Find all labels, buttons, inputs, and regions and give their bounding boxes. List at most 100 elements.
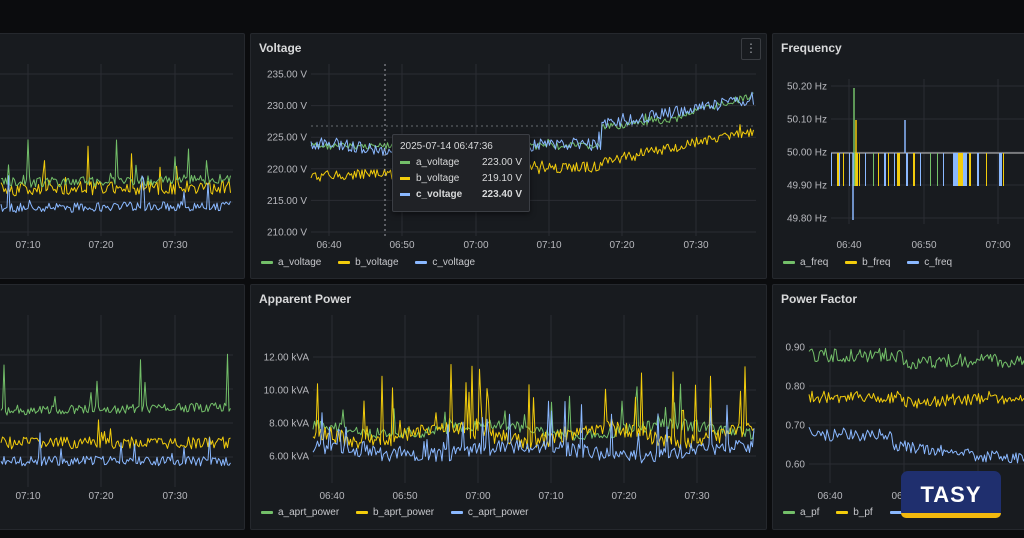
frequency-bar	[1003, 153, 1004, 186]
frequency-bar	[937, 153, 938, 186]
x-tick-label: 07:20	[88, 491, 113, 502]
legend-item-a-freq[interactable]: a_freq	[783, 257, 828, 268]
a-series	[0, 353, 231, 416]
frequency-bar	[873, 153, 874, 186]
frequency-bar	[999, 153, 1002, 186]
brand-logo: TASY	[901, 471, 1001, 518]
y-tick-label: 49.80 Hz	[787, 214, 827, 225]
frequency-bar	[963, 153, 967, 186]
legend-item-b-pf[interactable]: b_pf	[836, 507, 873, 518]
frequency-bar	[958, 153, 963, 186]
x-tick-label: 06:50	[389, 240, 414, 251]
c-series	[0, 175, 231, 213]
legend-item-b-aprt-power[interactable]: b_aprt_power	[355, 507, 434, 518]
frequency-bar	[986, 153, 987, 186]
tooltip-row-b: b_voltage 219.10 V	[400, 173, 522, 186]
x-tick-label: 07:10	[538, 491, 563, 502]
panel-title: Frequency	[781, 41, 842, 55]
x-tick-label: 07:30	[162, 240, 187, 251]
y-tick-label: 49.90 Hz	[787, 181, 827, 192]
legend-item-c-freq[interactable]: c_freq	[907, 257, 952, 268]
c-voltage-series	[310, 91, 754, 163]
panel-frequency[interactable]: Frequency 50.20 Hz 50.10 Hz 50.00 Hz 49.90 …	[772, 33, 1024, 279]
tooltip-time: 2025-07-14 06:47:36	[400, 141, 493, 152]
panel-left-bottom-partial[interactable]: 07:10 07:20 07:30	[0, 284, 245, 530]
y-tick-label: 50.20 Hz	[787, 82, 827, 93]
x-tick-label: 06:50	[911, 240, 936, 251]
legend-item-b-freq[interactable]: b_freq	[845, 257, 891, 268]
panel-title: Apparent Power	[259, 292, 352, 306]
frequency-bar	[953, 153, 958, 186]
b-aprt-power-series	[312, 364, 755, 450]
x-tick-label: 07:10	[15, 240, 40, 251]
apparent-power-chart[interactable]: 12.00 kVA 10.00 kVA 8.00 kVA 6.00 kVA 06:40 0…	[251, 285, 766, 529]
legend-item-b-voltage[interactable]: b_voltage	[338, 257, 399, 268]
x-tick-label: 07:20	[609, 240, 634, 251]
frequency-bar	[831, 153, 832, 186]
c-aprt-power-series	[312, 400, 755, 464]
legend-item-c-aprt-power[interactable]: c_aprt_power	[450, 507, 528, 518]
apparent-power-legend: a_aprt_power b_aprt_power c_aprt_power	[261, 507, 542, 518]
y-tick-label: 50.10 Hz	[787, 115, 827, 126]
y-tick-label: 235.00 V	[267, 70, 307, 81]
legend-item-a-aprt-power[interactable]: a_aprt_power	[261, 507, 339, 518]
x-tick-label: 07:30	[683, 240, 708, 251]
legend-item-c-voltage[interactable]: c_voltage	[415, 257, 475, 268]
frequency-bar	[943, 153, 944, 186]
legend-item-a-pf[interactable]: a_pf	[783, 507, 819, 518]
panel-title: Power Factor	[781, 292, 858, 306]
x-tick-label: 06:40	[817, 491, 842, 502]
b-series	[0, 419, 231, 450]
frequency-bar	[843, 153, 844, 186]
voltage-chart[interactable]: 235.00 V 230.00 V 225.00 V 220.00 V 215.00 V…	[251, 34, 766, 278]
x-tick-label: 07:10	[536, 240, 561, 251]
x-tick-label: 07:30	[684, 491, 709, 502]
y-tick-label: 6.00 kVA	[269, 452, 309, 463]
frequency-chart[interactable]: 50.20 Hz 50.10 Hz 50.00 Hz 49.90 Hz 49.80 Hz…	[773, 34, 1024, 278]
legend-item-a-voltage[interactable]: a_voltage	[261, 257, 321, 268]
y-tick-label: 230.00 V	[267, 101, 307, 112]
x-tick-label: 07:00	[985, 240, 1010, 251]
frequency-bar	[865, 153, 866, 186]
c-pf-series	[808, 426, 1024, 464]
x-tick-label: 07:00	[463, 240, 488, 251]
kebab-menu-icon[interactable]: ⋮	[741, 38, 761, 60]
frequency-bar	[839, 153, 840, 186]
frequency-bar	[854, 153, 856, 186]
y-tick-label: 220.00 V	[267, 164, 307, 175]
voltage-legend: a_voltage b_voltage c_voltage	[261, 257, 489, 268]
frequency-bar	[849, 153, 850, 186]
x-tick-label: 07:20	[88, 240, 113, 251]
brand-underline	[901, 513, 1001, 518]
frequency-bar	[859, 153, 860, 186]
panel-left-top-partial[interactable]: 07:10 07:20 07:30	[0, 33, 245, 279]
panel-apparent-power[interactable]: Apparent Power 12.00 kVA 10.00 kVA 8.00 kV…	[250, 284, 767, 530]
y-tick-label: 0.60	[786, 460, 806, 471]
tooltip-row-c: c_voltage 223.40 V	[400, 189, 522, 202]
voltage-tooltip: 2025-07-14 06:47:36 a_voltage 223.00 V b_…	[392, 134, 530, 212]
frequency-legend: a_freq b_freq c_freq	[783, 257, 966, 268]
b-voltage-series	[310, 124, 754, 182]
y-tick-label: 0.80	[786, 382, 806, 393]
a-aprt-power-series	[312, 383, 755, 441]
y-tick-label: 225.00 V	[267, 133, 307, 144]
brand-text: TASY	[920, 482, 982, 507]
y-tick-label: 215.00 V	[267, 196, 307, 207]
tooltip-row-a: a_voltage 223.00 V	[400, 157, 522, 170]
frequency-bar	[837, 153, 839, 186]
x-tick-label: 06:40	[319, 491, 344, 502]
frequency-bar	[977, 153, 979, 186]
y-tick-label: 0.90	[786, 343, 806, 354]
left-top-chart[interactable]: 07:10 07:20 07:30	[0, 34, 244, 278]
a-series	[0, 139, 231, 188]
frequency-bar	[878, 153, 879, 186]
left-bottom-chart[interactable]: 07:10 07:20 07:30	[0, 285, 244, 529]
x-tick-label: 07:10	[15, 491, 40, 502]
y-tick-label: 50.00 Hz	[787, 148, 827, 159]
frequency-bar	[969, 153, 971, 186]
x-tick-label: 06:50	[392, 491, 417, 502]
y-tick-label: 12.00 kVA	[264, 353, 310, 364]
frequency-bar	[856, 153, 858, 186]
frequency-bar	[920, 153, 921, 186]
b-series	[0, 145, 231, 197]
